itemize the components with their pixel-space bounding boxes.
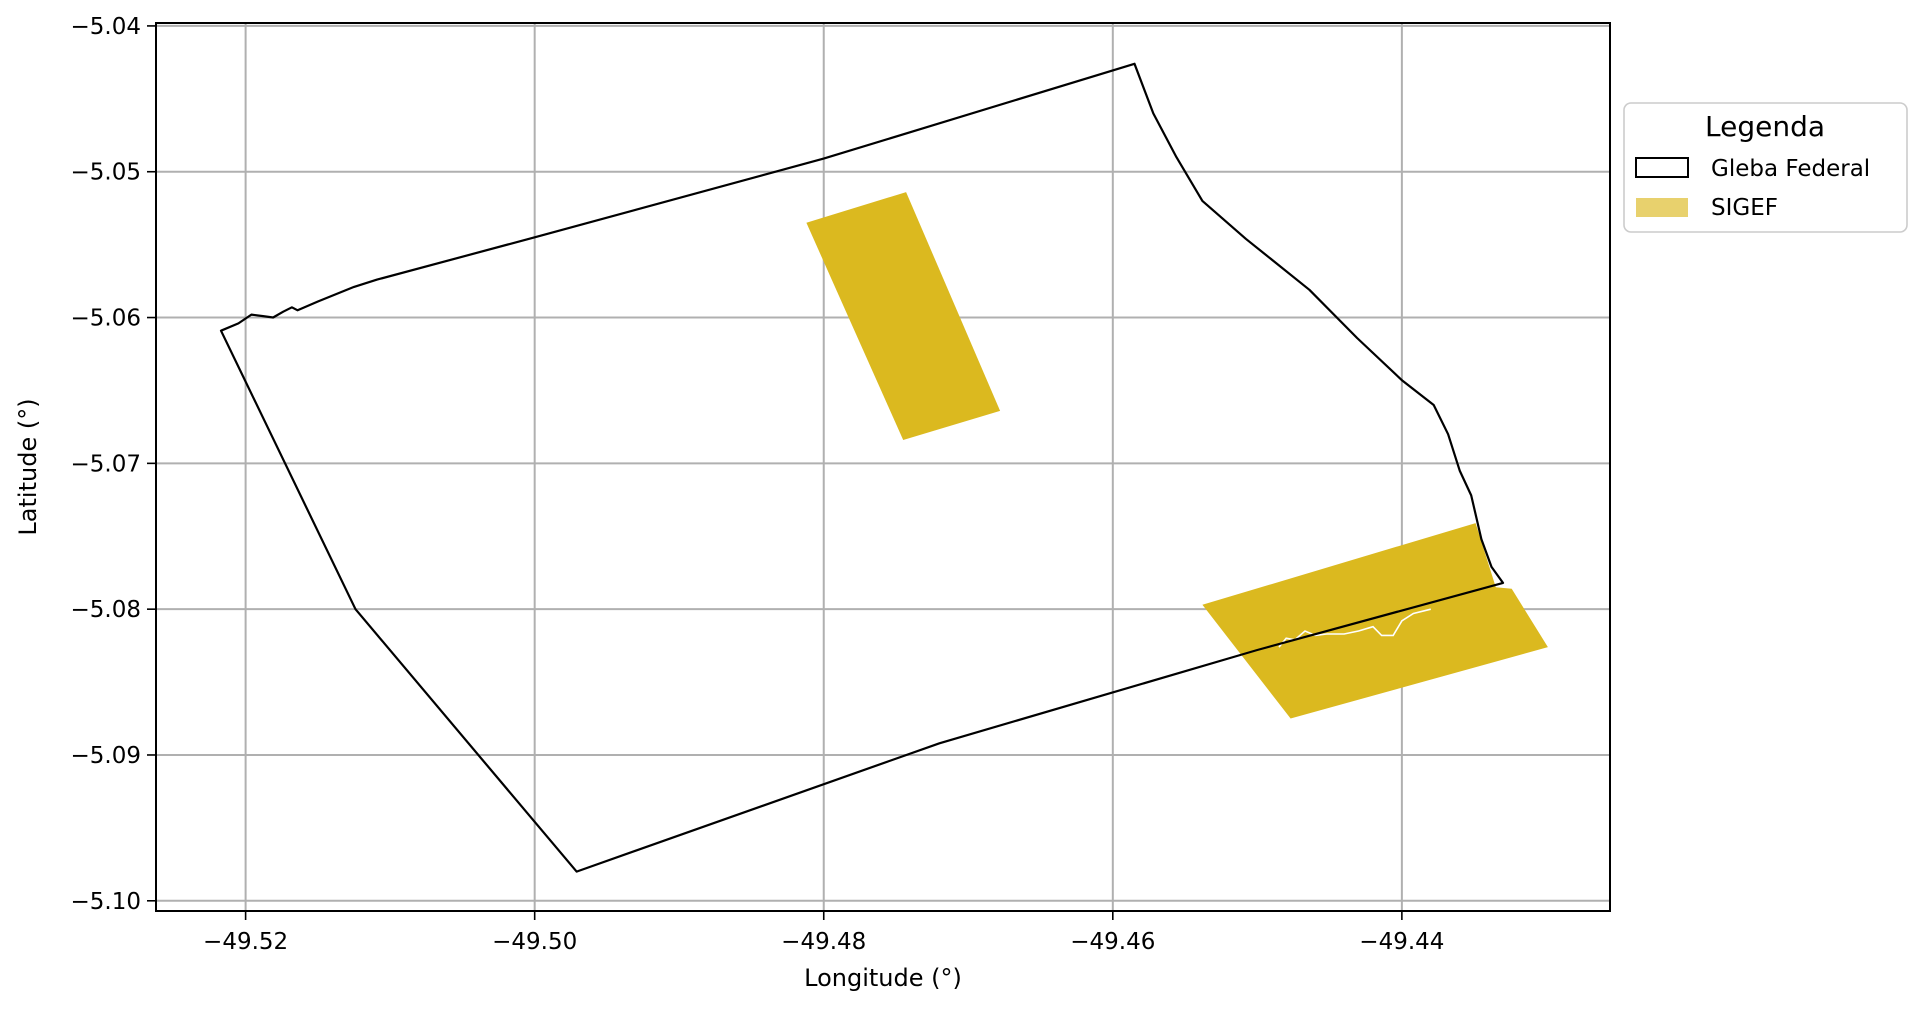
map-layers [219,62,1548,873]
x-tick-label-3: −49.46 [1070,929,1155,955]
x-axis-ticks: −49.52 −49.50 −49.48 −49.46 −49.44 [203,911,1444,955]
y-tick-label-1: −5.05 [71,160,141,186]
legend-box [1623,102,1908,233]
x-tick-label-1: −49.50 [492,929,577,955]
legend-swatch-gleba-federal [1635,157,1689,178]
sigef-parcel-1 [806,192,1001,440]
y-axis-ticks: −5.04 −5.05 −5.06 −5.07 −5.08 −5.09 −5.10 [71,14,156,915]
x-axis-label: Longitude (°) [804,964,962,992]
y-tick-label-3: −5.07 [71,451,141,477]
x-tick-label-4: −49.44 [1359,929,1444,955]
y-tick-label-5: −5.09 [71,743,141,769]
legend-label-sigef: SIGEF [1711,195,1778,221]
plot-area [155,22,1611,912]
gleba-federal-boundary [219,62,1505,873]
legend-label-gleba-federal: Gleba Federal [1711,156,1870,182]
y-tick-label-0: −5.04 [71,14,141,40]
y-tick-label-4: −5.08 [71,597,141,623]
x-tick-label-2: −49.48 [781,929,866,955]
legend: Legenda Gleba Federal SIGEF [1623,102,1908,233]
y-tick-label-6: −5.10 [71,889,141,915]
sigef-parcel-2 [1202,523,1548,719]
y-axis-label: Latitude (°) [14,398,42,535]
y-tick-label-2: −5.06 [71,306,141,332]
legend-title: Legenda [1705,110,1825,143]
legend-swatch-sigef [1636,198,1688,217]
plot-background [156,23,1610,911]
x-tick-label-0: −49.52 [203,929,288,955]
plot-frame [155,22,1611,912]
